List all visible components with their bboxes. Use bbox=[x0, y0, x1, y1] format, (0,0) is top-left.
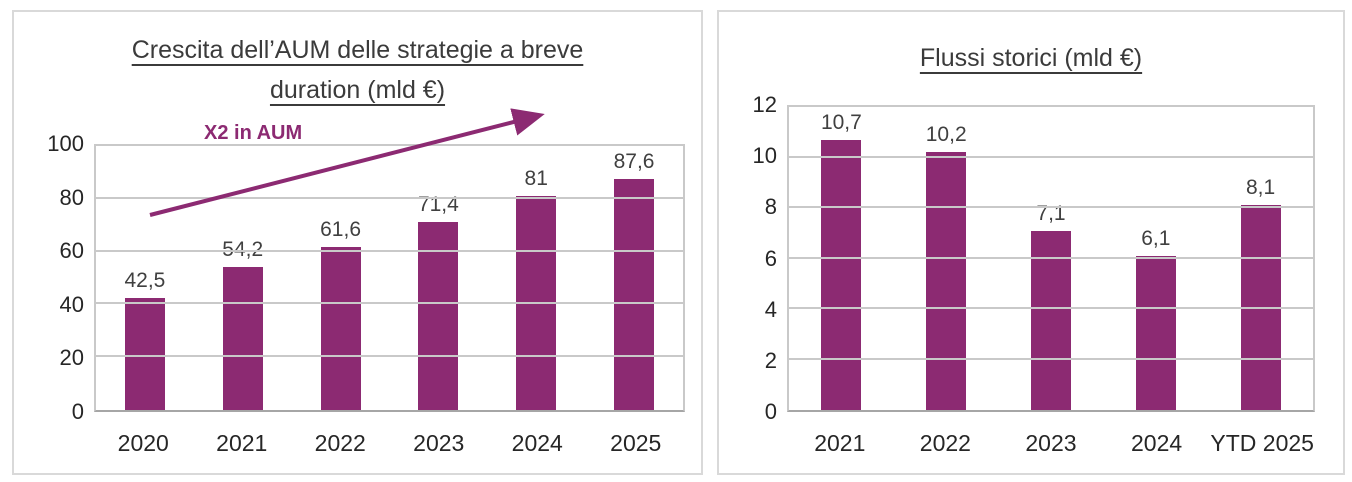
bar bbox=[821, 139, 862, 410]
chart-title: Flussi storici (mld €) bbox=[719, 38, 1343, 78]
bar-value-label: 10,2 bbox=[925, 123, 967, 147]
bar-cell: 10,2 bbox=[894, 107, 999, 410]
bar bbox=[1135, 255, 1176, 410]
bar-cell: 87,6 bbox=[585, 146, 683, 410]
gridline bbox=[789, 357, 1313, 360]
y-tick-label: 2 bbox=[764, 347, 777, 373]
bar-cell: 8,1 bbox=[1208, 107, 1313, 410]
chart-title-line-2: duration (mld €) bbox=[269, 76, 446, 104]
y-tick-label: 4 bbox=[764, 296, 777, 322]
bar bbox=[1030, 230, 1071, 410]
bar-value-label: 10,7 bbox=[820, 110, 862, 134]
y-axis-labels: 0 2 4 6 8 10 12 bbox=[721, 92, 777, 424]
y-tick-label: 0 bbox=[71, 399, 84, 424]
bar bbox=[418, 221, 459, 410]
y-tick-label: 80 bbox=[59, 184, 84, 210]
y-tick-label: 8 bbox=[764, 194, 777, 220]
bar-value-label: 6,1 bbox=[1141, 226, 1171, 250]
x-axis-labels: 2020 2021 2022 2023 2024 2025 bbox=[94, 430, 685, 457]
x-tick-label: 2020 bbox=[117, 430, 169, 456]
growth-arrow-icon bbox=[149, 108, 545, 217]
x-axis-labels: 2021 2022 2023 2024 YTD 2025 bbox=[787, 430, 1315, 457]
bar bbox=[320, 247, 361, 410]
x-tick-label: 2024 bbox=[511, 430, 563, 456]
bar-cell: 6,1 bbox=[1103, 107, 1208, 410]
y-tick-label: 100 bbox=[47, 131, 84, 156]
historical-flows-chart-panel: Flussi storici (mld €) 0 2 4 6 8 10 12 10,7 10,… bbox=[717, 10, 1345, 475]
plot-area: 10,7 10,2 7,1 6,1 8,1 bbox=[787, 105, 1315, 412]
gridline bbox=[789, 256, 1313, 259]
x-tick-label: YTD 2025 bbox=[1210, 430, 1314, 456]
bar-cell: 7,1 bbox=[999, 107, 1104, 410]
y-tick-label: 12 bbox=[752, 92, 777, 117]
aum-growth-chart-panel: Crescita dell’AUM delle strategie a brev… bbox=[12, 10, 703, 475]
bar-value-label: 54,2 bbox=[222, 237, 264, 261]
x-tick-label: 2023 bbox=[413, 430, 465, 456]
x-tick-label: 2022 bbox=[919, 430, 971, 456]
y-tick-label: 6 bbox=[764, 245, 777, 271]
x-tick-label: 2024 bbox=[1130, 430, 1183, 456]
bar bbox=[614, 178, 655, 410]
y-tick-label: 60 bbox=[59, 238, 84, 264]
bars: 10,7 10,2 7,1 6,1 8,1 bbox=[789, 107, 1313, 410]
y-tick-label: 40 bbox=[59, 291, 84, 317]
y-axis-labels: 0 20 40 60 80 100 bbox=[24, 131, 84, 424]
bar-value-label: 42,5 bbox=[124, 268, 166, 292]
bar-cell: 54,2 bbox=[194, 146, 292, 410]
bar-value-label: 87,6 bbox=[613, 149, 655, 173]
x-tick-label: 2023 bbox=[1025, 430, 1077, 456]
gridline bbox=[96, 196, 683, 199]
bar-value-label: 61,6 bbox=[320, 218, 361, 242]
gridline bbox=[96, 302, 683, 305]
bar-cell: 42,5 bbox=[96, 146, 194, 410]
gridline bbox=[789, 206, 1313, 208]
y-tick-label: 0 bbox=[764, 399, 777, 424]
y-tick-label: 20 bbox=[59, 345, 84, 371]
y-tick-label: 10 bbox=[752, 143, 777, 169]
gridline bbox=[789, 155, 1313, 158]
bar-cell: 10,7 bbox=[789, 107, 894, 410]
bar bbox=[124, 297, 165, 410]
chart-title-line-1: Flussi storici (mld €) bbox=[919, 44, 1143, 72]
x-tick-label: 2021 bbox=[814, 430, 866, 456]
bar-cell: 61,6 bbox=[292, 146, 390, 410]
gridline bbox=[789, 307, 1313, 309]
bar bbox=[926, 152, 967, 410]
gridline bbox=[96, 249, 683, 252]
x-tick-label: 2025 bbox=[610, 430, 662, 456]
bar-value-label: 8,1 bbox=[1245, 176, 1276, 200]
bar bbox=[222, 266, 263, 410]
plot-area: 42,5 54,2 61,6 71,4 81 87,6 bbox=[94, 144, 685, 412]
chart-title: Crescita dell’AUM delle strategie a brev… bbox=[14, 30, 701, 110]
chart-title-line-1: Crescita dell’AUM delle strategie a brev… bbox=[131, 36, 584, 64]
bar-value-label: 81 bbox=[524, 167, 548, 191]
gridline bbox=[96, 355, 683, 358]
x-tick-label: 2022 bbox=[314, 430, 366, 456]
growth-annotation: X2 in AUM bbox=[204, 122, 303, 144]
x-tick-label: 2021 bbox=[216, 430, 268, 456]
